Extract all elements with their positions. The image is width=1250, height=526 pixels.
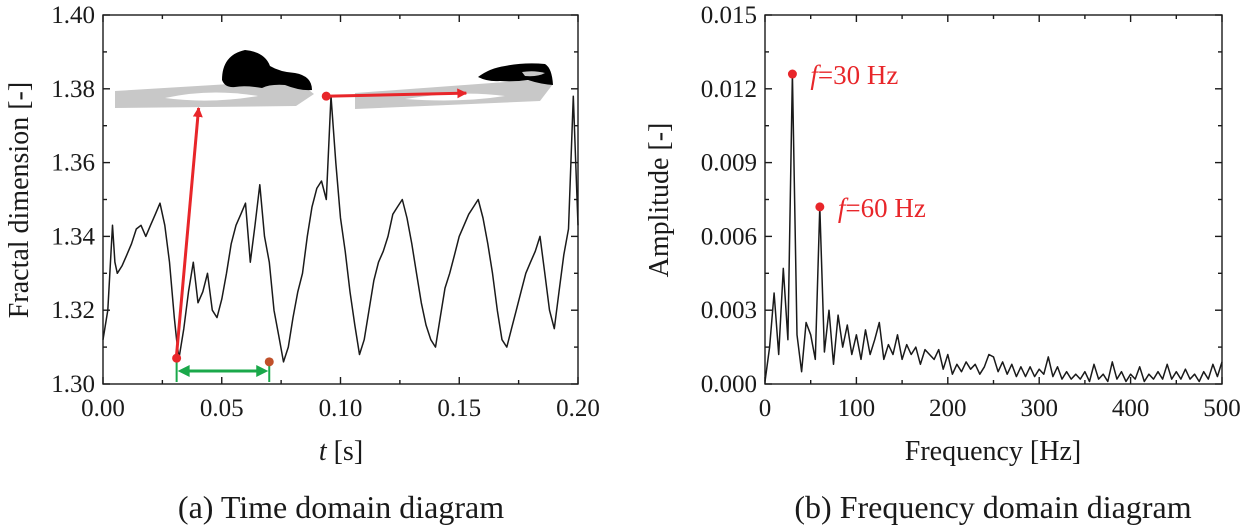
frequency-peak-marker: [787, 69, 797, 79]
time-domain-xlabel: t [s]: [319, 436, 363, 467]
time-domain-ytick-label: 1.34: [51, 223, 95, 250]
peak-30hz-label: f=30 Hz: [810, 60, 898, 90]
frequency-domain-xlabel: Frequency [Hz]: [905, 436, 1081, 467]
time-domain-ytick-label: 1.36: [51, 150, 95, 177]
time-domain-xtick-label: 0.15: [437, 395, 481, 422]
frequency-domain-ytick-label: 0.012: [701, 76, 757, 103]
amplitude-spectrum-series: [764, 73, 1223, 383]
frequency-domain-plot-area: [764, 14, 1223, 385]
period-head-right: [256, 365, 269, 377]
flame-inset-right: [355, 63, 553, 109]
frequency-domain-chart: 0.000 0.003 0.006 0.009 0.012 0.015 0 100 200 30…: [644, 2, 1241, 525]
frequency-domain-yticks: 0.000 0.003 0.006 0.009 0.012 0.015: [701, 2, 1222, 398]
time-domain-xtick-label: 0.05: [200, 395, 244, 422]
time-domain-marker: [264, 357, 274, 367]
time-domain-markers: [172, 91, 331, 367]
frequency-domain-ytick-label: 0.003: [701, 297, 757, 324]
frequency-domain-ylabel: Amplitude [-]: [644, 123, 675, 278]
time-domain-xtick-label: 0.10: [319, 395, 363, 422]
frequency-domain-xtick-label: 500: [1203, 395, 1241, 422]
frequency-domain-xtick-label: 300: [1020, 395, 1058, 422]
time-domain-marker: [172, 353, 182, 363]
frequency-domain-xtick-label: 400: [1112, 395, 1150, 422]
time-domain-xtick-label: 0.20: [556, 395, 600, 422]
time-domain-ytick-label: 1.38: [51, 76, 95, 103]
peak-to-flame-arrow: [330, 88, 468, 99]
time-domain-yticks: 1.30 1.32 1.34 1.36 1.38 1.40: [51, 2, 578, 398]
minimum-to-flame-arrow: [175, 107, 203, 355]
time-domain-xtick-label: 0.00: [81, 395, 125, 422]
time-domain-ytick-label: 1.32: [51, 297, 95, 324]
time-domain-marker: [321, 91, 331, 101]
period-double-arrow: [175, 360, 271, 382]
frequency-peak-marker: [815, 202, 825, 212]
frequency-domain-xtick-label: 0: [759, 395, 772, 422]
peak-60hz-label: f=60 Hz: [838, 193, 926, 223]
fractal-dimension-series: [102, 95, 579, 363]
frequency-domain-markers: [787, 69, 825, 212]
frequency-domain-ytick-label: 0.015: [701, 2, 757, 29]
frequency-domain-xtick-label: 200: [929, 395, 967, 422]
frequency-domain-ytick-label: 0.000: [701, 371, 757, 398]
frequency-domain-ytick-label: 0.006: [701, 223, 757, 250]
time-domain-ytick-label: 1.30: [51, 371, 95, 398]
period-head-left: [177, 365, 190, 377]
frequency-domain-xtick-label: 100: [838, 395, 876, 422]
time-domain-chart: 1.30 1.32 1.34 1.36 1.38 1.40 0.00 0.05 0.10 0.1…: [4, 2, 600, 525]
time-domain-caption: (a) Time domain diagram: [178, 489, 504, 525]
flame-inset-left: [115, 50, 314, 108]
time-domain-ylabel: Fractal dimension [-]: [4, 82, 35, 318]
time-domain-plot-area: [102, 14, 579, 385]
time-domain-ytick-label: 1.40: [51, 2, 95, 29]
frequency-domain-caption: (b) Frequency domain diagram: [794, 489, 1191, 525]
frequency-domain-ytick-label: 0.009: [701, 150, 757, 177]
